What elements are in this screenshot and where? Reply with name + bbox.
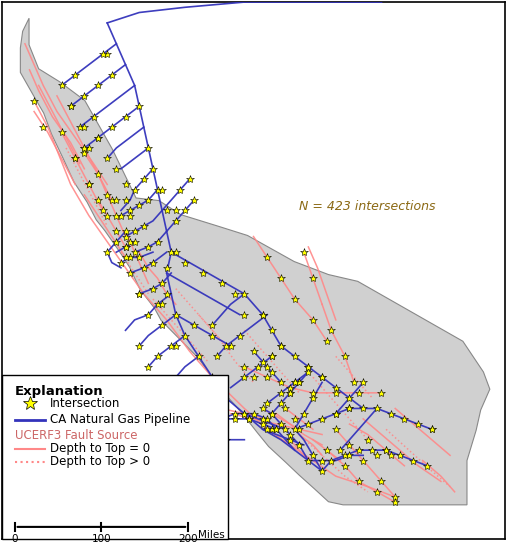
Text: Intersection: Intersection — [50, 397, 120, 410]
Text: 0: 0 — [11, 534, 18, 544]
Text: CA Natural Gas Pipeline: CA Natural Gas Pipeline — [50, 413, 190, 426]
Text: 100: 100 — [92, 534, 111, 544]
Text: Explanation: Explanation — [15, 385, 103, 398]
Text: Depth to Top = 0: Depth to Top = 0 — [50, 442, 150, 455]
Text: UCERF3 Fault Source: UCERF3 Fault Source — [15, 429, 137, 442]
Text: N = 423 intersections: N = 423 intersections — [299, 201, 436, 213]
Text: Depth to Top > 0: Depth to Top > 0 — [50, 456, 150, 468]
Polygon shape — [20, 18, 490, 505]
Text: 200: 200 — [178, 534, 198, 544]
FancyBboxPatch shape — [2, 375, 228, 539]
Text: Miles: Miles — [198, 529, 225, 539]
